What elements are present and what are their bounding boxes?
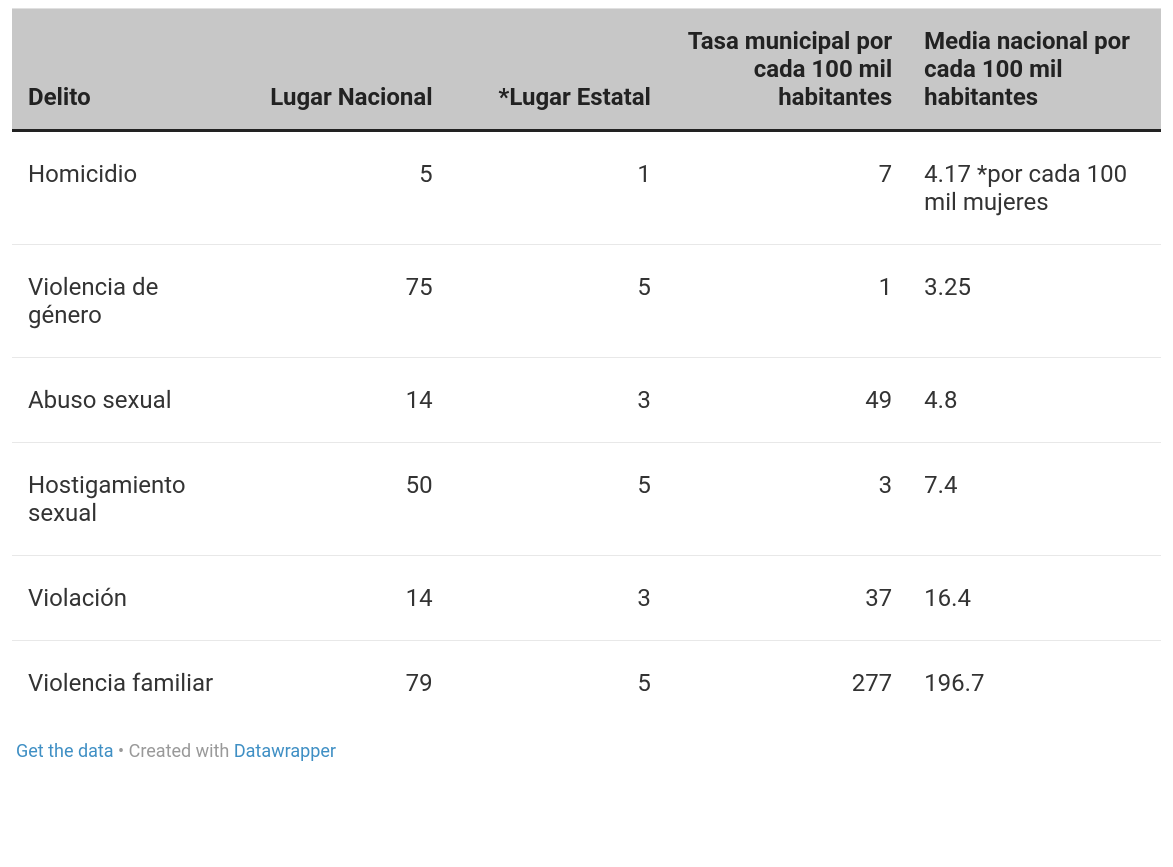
cell-lugar-nacional: 5 [230,131,448,245]
table-row: Violencia de género75513.25 [12,245,1161,358]
table-row: Violación1433716.4 [12,556,1161,641]
col-header-media-nacional[interactable]: Media nacional por cada 100 mil habitant… [908,9,1161,131]
cell-tasa-municipal: 277 [667,641,908,726]
cell-delito: Violación [12,556,230,641]
cell-media-nacional: 7.4 [908,443,1161,556]
cell-lugar-nacional: 14 [230,556,448,641]
cell-lugar-estatal: 5 [449,245,667,358]
created-with-prefix: Created with [129,741,230,762]
cell-lugar-nacional: 50 [230,443,448,556]
cell-tasa-municipal: 37 [667,556,908,641]
table-header: Delito Lugar Nacional *Lugar Estatal Tas… [12,9,1161,131]
col-header-tasa-municipal[interactable]: Tasa municipal por cada 100 mil habitant… [667,9,908,131]
cell-media-nacional: 4.8 [908,358,1161,443]
table-body: Homicidio5174.17 *por cada 100 mil mujer… [12,131,1161,726]
cell-lugar-estatal: 3 [449,358,667,443]
cell-lugar-nacional: 75 [230,245,448,358]
cell-delito: Violencia familiar [12,641,230,726]
get-data-link[interactable]: Get the data [16,741,114,762]
cell-lugar-nacional: 79 [230,641,448,726]
cell-tasa-municipal: 7 [667,131,908,245]
table-row: Hostigamiento sexual50537.4 [12,443,1161,556]
data-table-wrapper: Delito Lugar Nacional *Lugar Estatal Tas… [12,8,1161,725]
table-row: Violencia familiar795277196.7 [12,641,1161,726]
cell-lugar-nacional: 14 [230,358,448,443]
col-header-lugar-nacional[interactable]: Lugar Nacional [230,9,448,131]
table-footer: Get the data • Created with Datawrapper [12,741,1161,762]
table-row: Homicidio5174.17 *por cada 100 mil mujer… [12,131,1161,245]
cell-lugar-estatal: 5 [449,641,667,726]
col-header-delito[interactable]: Delito [12,9,230,131]
cell-tasa-municipal: 1 [667,245,908,358]
cell-media-nacional: 4.17 *por cada 100 mil mujeres [908,131,1161,245]
datawrapper-link[interactable]: Datawrapper [234,741,336,762]
cell-delito: Homicidio [12,131,230,245]
col-header-lugar-estatal[interactable]: *Lugar Estatal [449,9,667,131]
cell-lugar-estatal: 5 [449,443,667,556]
cell-tasa-municipal: 3 [667,443,908,556]
cell-media-nacional: 16.4 [908,556,1161,641]
cell-delito: Violencia de género [12,245,230,358]
cell-media-nacional: 3.25 [908,245,1161,358]
cell-lugar-estatal: 3 [449,556,667,641]
footer-separator: • [114,741,129,762]
data-table: Delito Lugar Nacional *Lugar Estatal Tas… [12,9,1161,725]
cell-tasa-municipal: 49 [667,358,908,443]
cell-delito: Abuso sexual [12,358,230,443]
cell-media-nacional: 196.7 [908,641,1161,726]
table-row: Abuso sexual143494.8 [12,358,1161,443]
cell-delito: Hostigamiento sexual [12,443,230,556]
cell-lugar-estatal: 1 [449,131,667,245]
